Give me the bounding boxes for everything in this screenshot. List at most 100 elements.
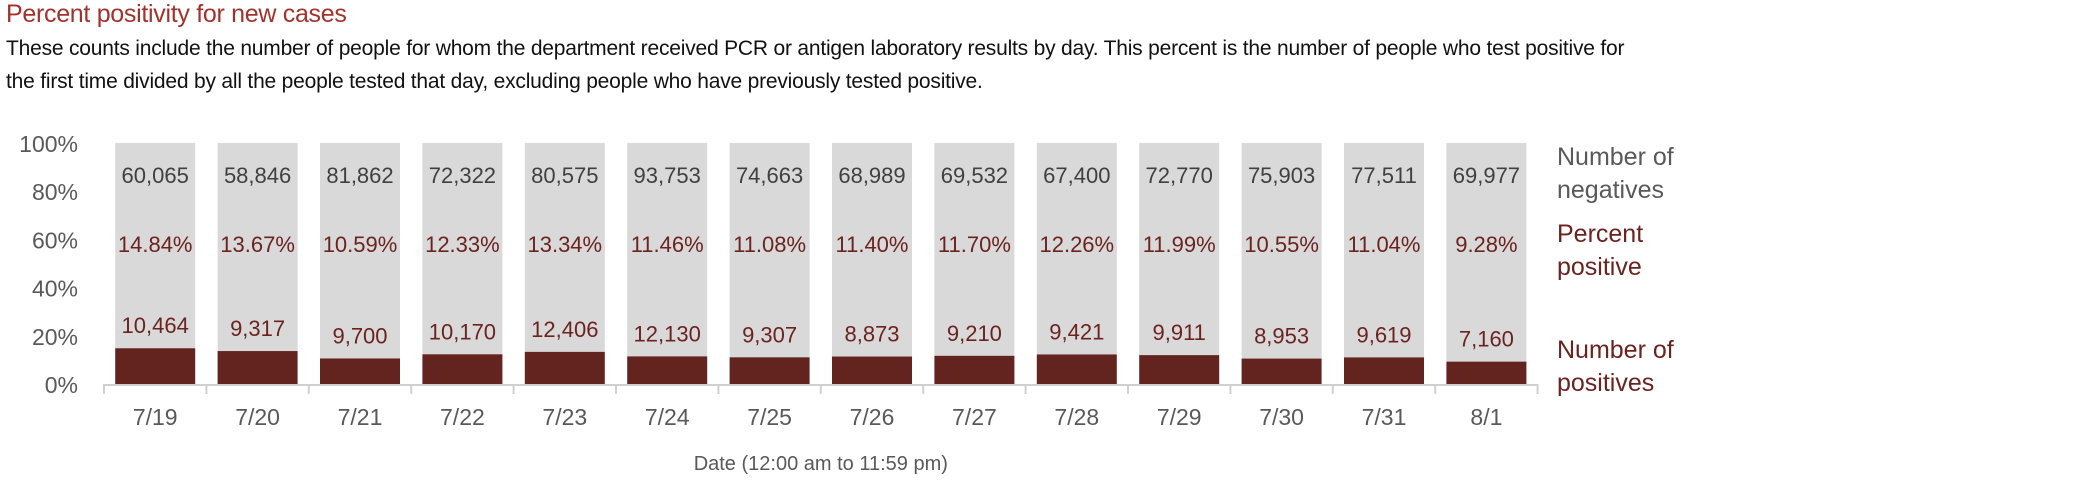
x-tick-label: 7/31 — [1362, 404, 1407, 430]
chart-title: Percent positivity for new cases — [6, 0, 347, 28]
data-label-percent: 11.99% — [1143, 232, 1216, 257]
bar-positives — [627, 356, 708, 384]
bar-positives — [422, 354, 503, 384]
bar-negatives — [729, 143, 810, 358]
data-label-negatives: 72,322 — [429, 163, 496, 188]
data-label-percent: 9.28% — [1455, 232, 1517, 257]
bar-negatives — [832, 143, 912, 357]
y-tick-label: 40% — [32, 276, 78, 302]
bar-negatives — [627, 143, 708, 357]
data-label-positives: 10,170 — [429, 319, 496, 344]
x-axis-title: Date (12:00 am to 11:59 pm) — [694, 453, 948, 475]
bar-positives — [115, 348, 196, 384]
data-label-percent: 11.08% — [733, 232, 806, 257]
x-tick-label: 7/24 — [645, 404, 690, 430]
data-label-negatives: 93,753 — [634, 163, 701, 188]
data-label-positives: 7,160 — [1459, 327, 1514, 352]
data-label-positives: 8,953 — [1254, 324, 1309, 349]
data-label-percent: 14.84% — [118, 232, 193, 257]
data-label-positives: 8,873 — [844, 322, 899, 347]
chart-description-line-1: These counts include the number of peopl… — [6, 37, 1625, 60]
legend-label: Percent — [1557, 220, 1643, 248]
bar-positives — [1139, 355, 1220, 384]
data-label-negatives: 60,065 — [122, 163, 189, 188]
bar-positives — [320, 358, 400, 384]
x-tick-label: 7/27 — [952, 404, 997, 430]
data-label-percent: 13.34% — [527, 232, 602, 257]
data-label-positives: 9,911 — [1152, 320, 1205, 345]
x-tick-label: 7/28 — [1054, 404, 1099, 430]
bar-negatives — [934, 143, 1015, 356]
y-tick-label: 20% — [32, 324, 78, 350]
data-label-negatives: 75,903 — [1248, 163, 1315, 188]
legend-label: positive — [1557, 253, 1642, 281]
data-label-percent: 11.46% — [631, 232, 704, 257]
data-label-negatives: 80,575 — [531, 163, 598, 188]
x-tick-label: 7/22 — [440, 404, 485, 430]
data-label-percent: 13.67% — [220, 232, 295, 257]
data-label-positives: 9,619 — [1356, 322, 1411, 347]
y-tick-label: 80% — [32, 179, 78, 205]
x-tick-label: 8/1 — [1470, 404, 1502, 430]
legend-label: positives — [1557, 369, 1654, 397]
data-label-positives: 9,210 — [947, 321, 1002, 346]
y-tick-label: 0% — [45, 372, 78, 398]
data-label-negatives: 69,977 — [1453, 163, 1520, 188]
bar-positives — [1036, 354, 1117, 384]
bar-negatives — [217, 143, 298, 352]
data-label-negatives: 72,770 — [1146, 163, 1213, 188]
y-tick-label: 100% — [19, 131, 78, 157]
data-label-positives: 9,307 — [742, 322, 797, 347]
data-label-percent: 12.26% — [1039, 232, 1114, 257]
legend-label: negatives — [1557, 176, 1664, 204]
x-tick-label: 7/20 — [235, 404, 280, 430]
data-label-negatives: 67,400 — [1043, 163, 1110, 188]
bar-negatives — [1344, 143, 1424, 358]
data-label-percent: 10.55% — [1244, 232, 1319, 257]
x-tick-label: 7/21 — [338, 404, 383, 430]
bar-positives — [524, 351, 605, 384]
x-tick-label: 7/19 — [133, 404, 178, 430]
x-tick-label: 7/26 — [850, 404, 895, 430]
x-tick-label: 7/30 — [1259, 404, 1304, 430]
bar-positives — [1344, 357, 1424, 384]
data-label-positives: 10,464 — [122, 313, 189, 338]
bar-positives — [217, 351, 298, 384]
legend-label: Number of — [1557, 336, 1674, 364]
legend-label: Number of — [1557, 143, 1674, 171]
bar-positives — [1446, 361, 1527, 384]
data-label-negatives: 77,511 — [1351, 163, 1417, 188]
x-tick-label: 7/25 — [747, 404, 792, 430]
data-label-negatives: 68,989 — [838, 163, 905, 188]
data-label-positives: 12,406 — [531, 317, 598, 342]
y-tick-label: 60% — [32, 227, 78, 253]
data-label-negatives: 58,846 — [224, 163, 291, 188]
data-label-negatives: 69,532 — [941, 163, 1008, 188]
x-tick-label: 7/29 — [1157, 404, 1202, 430]
bar-negatives — [115, 143, 196, 349]
bar-negatives — [1446, 143, 1527, 362]
bar-negatives — [1036, 143, 1117, 355]
data-label-negatives: 74,663 — [736, 163, 803, 188]
bar-positives — [1241, 358, 1322, 384]
bar-negatives — [1139, 143, 1220, 356]
x-tick-label: 7/23 — [542, 404, 587, 430]
chart-description-line-2: the first time divided by all the people… — [6, 70, 983, 93]
data-label-percent: 11.70% — [938, 232, 1011, 257]
data-label-positives: 9,700 — [332, 323, 387, 348]
bar-negatives — [524, 143, 605, 352]
bar-negatives — [320, 143, 400, 359]
data-label-percent: 11.04% — [1348, 232, 1421, 257]
data-label-positives: 9,317 — [230, 316, 285, 341]
data-label-percent: 12.33% — [425, 232, 500, 257]
data-label-percent: 11.40% — [836, 232, 909, 257]
bar-positives — [729, 357, 810, 384]
bar-positives — [934, 355, 1015, 384]
bar-negatives — [422, 143, 503, 355]
bar-positives — [832, 356, 912, 384]
data-label-positives: 12,130 — [634, 321, 701, 346]
bar-negatives — [1241, 143, 1322, 359]
data-label-percent: 10.59% — [323, 232, 398, 257]
data-label-negatives: 81,862 — [326, 163, 393, 188]
